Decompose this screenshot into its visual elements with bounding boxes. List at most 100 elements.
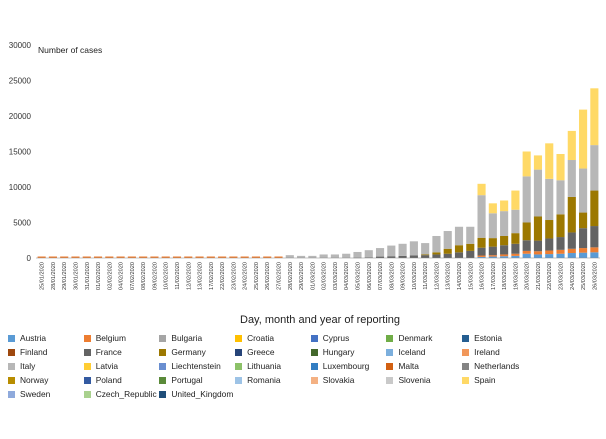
x-tick-label: 08/02/2020 <box>141 262 147 290</box>
x-tick-label: 19/03/2020 <box>513 262 519 290</box>
bar-segment <box>421 255 430 258</box>
x-axis-label: Day, month and year of reporting <box>240 314 400 326</box>
bar-segment <box>466 226 475 244</box>
legend-swatch <box>8 376 15 384</box>
bar-segment <box>409 241 418 256</box>
bar-segment <box>579 168 588 213</box>
bar-segment <box>590 190 599 227</box>
bar-segment <box>263 256 272 258</box>
y-tick-label: 25000 <box>9 77 32 86</box>
bar-segment <box>545 238 554 251</box>
bar-segment <box>545 178 554 221</box>
legend-swatch <box>386 362 394 370</box>
x-tick-label: 02/02/2020 <box>107 262 113 290</box>
x-tick-label: 30/01/2020 <box>73 262 79 290</box>
legend-label: Estonia <box>474 333 503 343</box>
legend-item: Austria <box>8 333 84 343</box>
x-tick-label: 27/02/2020 <box>277 262 283 290</box>
bar-segment <box>511 243 520 254</box>
x-tick-label: 26/02/2020 <box>265 262 271 290</box>
bar-segment <box>500 235 509 246</box>
bar-segment <box>37 256 46 258</box>
legend-swatch <box>8 390 15 398</box>
bar-segment <box>488 255 497 257</box>
legend-label: Lithuania <box>247 361 282 371</box>
x-tick-label: 04/02/2020 <box>119 262 125 290</box>
legend-item: Spain <box>462 375 538 385</box>
bar-segment <box>477 183 486 196</box>
bar-segment <box>488 203 497 214</box>
legend-swatch <box>159 390 167 398</box>
bar-segment <box>500 245 509 255</box>
legend-label: Spain <box>474 375 496 385</box>
bar-segment <box>511 209 520 234</box>
legend-swatch <box>310 334 318 342</box>
legend-item: Belgium <box>83 333 160 343</box>
bar-segment <box>533 251 543 255</box>
bar-segment <box>590 88 599 146</box>
legend-swatch <box>159 334 167 342</box>
legend-item: United_Kingdom <box>159 389 235 399</box>
legend-swatch <box>462 334 470 342</box>
bar-segment <box>567 196 576 233</box>
bar-segment <box>330 254 339 258</box>
legend-swatch <box>235 348 243 356</box>
bar-segment <box>500 256 509 258</box>
x-tick-label: 20/03/2020 <box>525 262 531 290</box>
bar-segment <box>432 254 441 258</box>
x-tick-label: 24/03/2020 <box>570 262 576 290</box>
legend-swatch <box>462 362 470 370</box>
bar-segment <box>93 256 103 258</box>
legend-swatch <box>386 348 394 356</box>
legend-label: Belgium <box>95 333 126 343</box>
x-tick-label: 09/03/2020 <box>401 262 407 290</box>
legend-label: Austria <box>20 333 47 343</box>
legend-item: Ireland <box>462 347 538 357</box>
bar-segment <box>161 256 170 258</box>
bar-segment <box>556 214 565 238</box>
legend-row: Sweden Czech_Republic United_Kingdom <box>8 387 598 401</box>
legend-swatch <box>159 362 167 370</box>
legend-label: Cyprus <box>322 333 350 343</box>
legend-row: Italy Latvia Liechtenstein Lithuania Luxembo… <box>8 359 598 373</box>
bar-segment <box>579 109 588 169</box>
x-tick-label: 05/03/2020 <box>355 262 361 290</box>
bar-segment <box>511 253 520 256</box>
y-tick-label: 30000 <box>9 41 32 50</box>
bar-segment <box>567 248 576 254</box>
legend-label: France <box>95 347 122 357</box>
x-tick-label: 13/02/2020 <box>198 262 204 290</box>
bar-segment <box>522 253 531 258</box>
legend-item: Liechtenstein <box>159 361 235 371</box>
legend-swatch <box>83 334 91 342</box>
x-tick-label: 01/03/2020 <box>310 262 316 290</box>
bar-segment <box>533 216 543 241</box>
legend-swatch <box>310 348 318 356</box>
y-tick-label: 20000 <box>9 112 32 121</box>
x-tick-label: 16/03/2020 <box>480 262 486 290</box>
x-tick-label: 22/02/2020 <box>220 262 226 290</box>
bar-segment <box>387 245 396 257</box>
legend-item: Malta <box>386 361 462 371</box>
bar-segment <box>533 240 543 252</box>
x-tick-label: 01/02/2020 <box>96 262 102 290</box>
bar-segment <box>545 254 554 258</box>
legend-label: Croatia <box>247 333 275 343</box>
bar-segment <box>375 256 385 258</box>
legend-swatch <box>462 348 470 356</box>
bar-segment <box>556 249 565 254</box>
legend-label: Ireland <box>474 347 500 357</box>
bar-segment <box>511 190 520 210</box>
x-tick-label: 11/02/2020 <box>175 262 181 290</box>
bar-segment <box>274 256 283 258</box>
bar-segment <box>195 256 204 258</box>
x-tick-label: 22/03/2020 <box>547 262 553 290</box>
legend-swatch <box>8 348 15 356</box>
legend-label: Portugal <box>171 375 203 385</box>
bar-segment <box>590 145 599 191</box>
x-tick-label: 17/03/2020 <box>491 262 497 290</box>
x-tick-label: 03/03/2020 <box>333 262 339 290</box>
legend-item: France <box>83 347 160 357</box>
x-tick-label: 29/01/2020 <box>62 262 68 290</box>
x-tick-label: 07/03/2020 <box>378 262 384 290</box>
